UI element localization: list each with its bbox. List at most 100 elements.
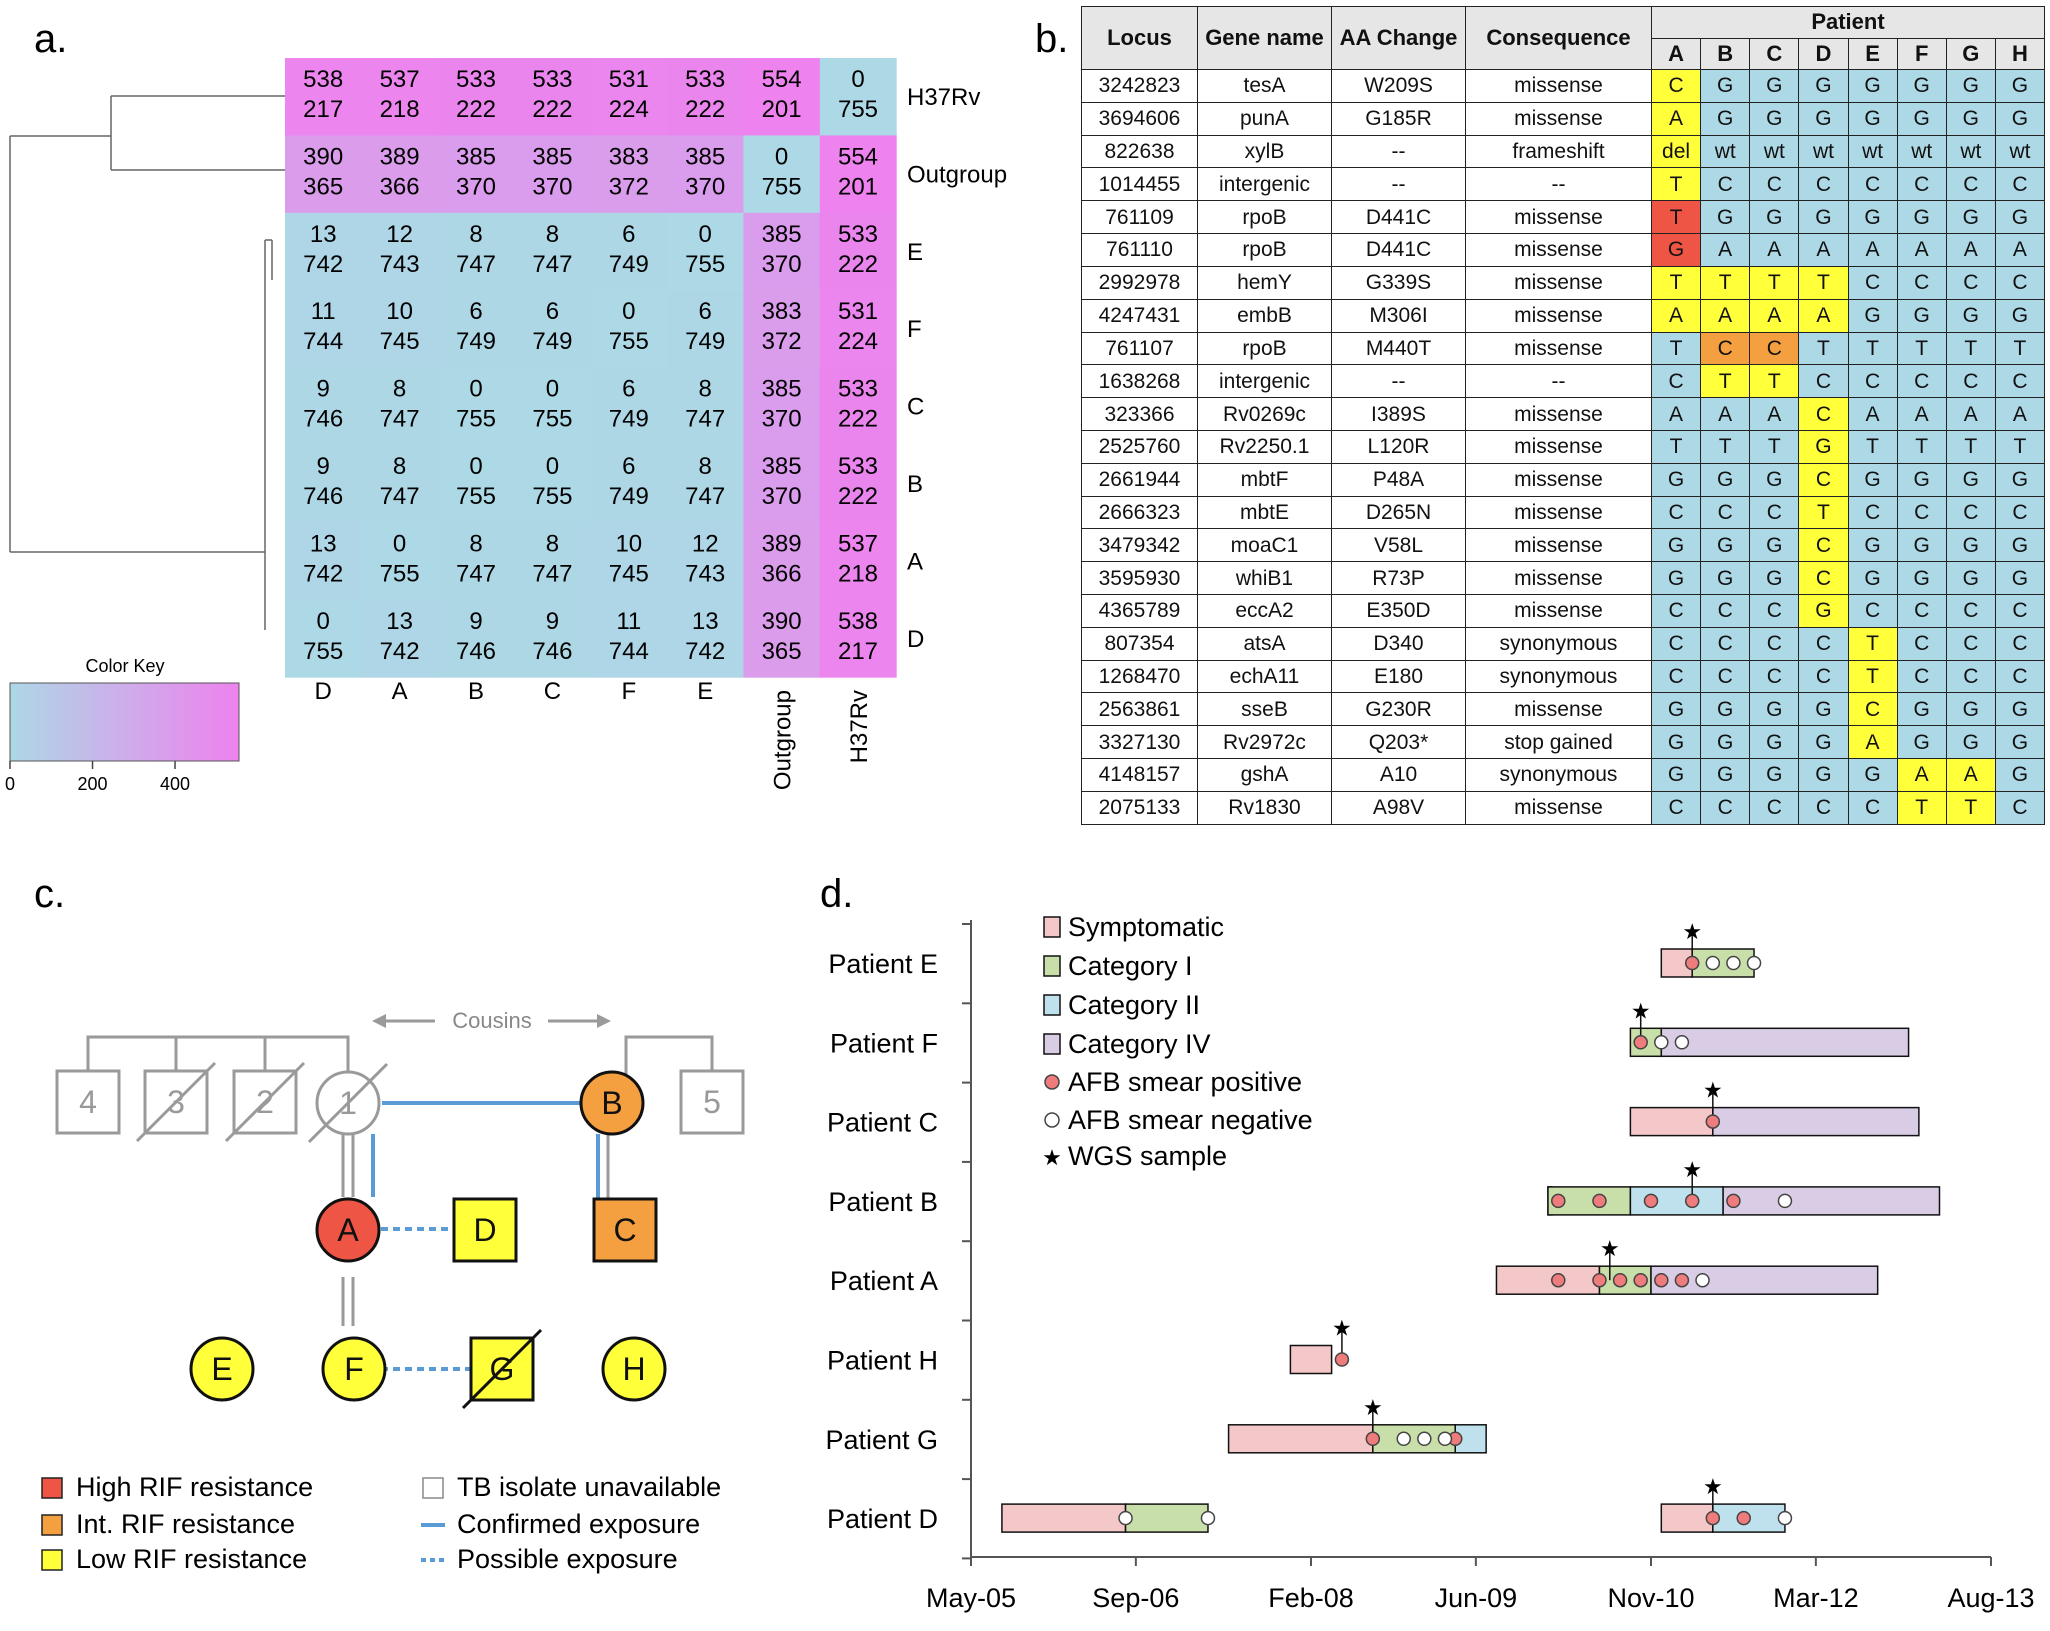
genotype-cell: C [1896, 626, 1947, 661]
genotype-cell: C [1749, 659, 1800, 694]
genotype-cell: C [1994, 364, 2046, 399]
heatmap-cell [285, 522, 362, 601]
consequence-cell: missense [1465, 561, 1652, 595]
afb-positive-point [1365, 1431, 1381, 1447]
gene-cell: rpoB [1197, 200, 1332, 235]
genotype-cell: A [1749, 397, 1800, 431]
heatmap-value: 6 [622, 221, 635, 248]
genotype-cell: A [1650, 397, 1702, 431]
wgs-marker: ★ [1631, 998, 1651, 1023]
consequence-cell: missense [1465, 790, 1652, 826]
genotype-cell: G [1749, 692, 1800, 727]
snp-table-body: 3242823 tesA W209S missense C G G G G G G G 3694606 p… [1081, 69, 2046, 826]
genotype-cell: C [1700, 167, 1751, 202]
genotype-cell: T [1945, 331, 1996, 366]
afb-positive-point [1705, 1114, 1721, 1129]
afb-negative-point [1396, 1431, 1411, 1447]
locus-cell: 3479342 [1081, 528, 1198, 563]
heatmap-value: 385 [685, 143, 725, 170]
heatmap-cell [667, 522, 744, 601]
heatmap-value: 747 [456, 560, 496, 587]
heatmap-cell [819, 599, 897, 678]
genotype-cell: C [1847, 495, 1898, 530]
svg-text:F: F [344, 1351, 364, 1387]
heatmap-value: 554 [762, 66, 802, 93]
consequence-cell: missense [1465, 200, 1652, 235]
locus-cell: 3694606 [1081, 101, 1198, 136]
genotype-cell: C [1650, 364, 1702, 399]
genotype-cell: T [1650, 429, 1702, 464]
genotype-cell: G [1994, 200, 2046, 235]
gene-cell: Rv0269c [1197, 397, 1332, 431]
genotype-cell: A [1847, 397, 1898, 431]
heatmap-cell [361, 522, 439, 601]
genotype-cell: T [1994, 331, 2046, 366]
heatmap-value: 533 [532, 66, 572, 93]
genotype-cell: C [1896, 594, 1947, 628]
genotype-cell: G [1650, 462, 1702, 497]
table-row: 4247431 embB M306I missense A A A A G G G G [1081, 298, 2046, 333]
genotype-cell: G [1749, 758, 1800, 792]
heatmap-value: 8 [469, 530, 482, 557]
afb-positive-point [1674, 1272, 1690, 1288]
heatmap-value: 0 [546, 376, 559, 403]
gene-cell: eccA2 [1197, 594, 1332, 628]
genotype-cell: T [1847, 626, 1898, 661]
heatmap-cell [590, 58, 668, 136]
genotype-cell: G [1700, 528, 1751, 563]
patient-label: Patient F [830, 1028, 938, 1058]
genotype-cell: C [1650, 495, 1702, 530]
timeline-segment-symptomatic [1629, 1106, 1714, 1137]
panel-a-label: a. [34, 17, 67, 61]
heatmap-cell [667, 599, 744, 678]
heatmap-value: 0 [393, 530, 406, 557]
svg-text:Category II: Category II [1068, 990, 1200, 1020]
timeline-legend-symptomatic: Symptomatic [1043, 912, 1224, 942]
heatmap-value: 742 [685, 638, 725, 665]
heatmap-cell [361, 367, 439, 446]
genotype-cell: wt [1798, 134, 1849, 169]
locus-cell: 3242823 [1081, 69, 1198, 103]
genotype-cell: G [1650, 758, 1702, 792]
genotype-cell: C [1700, 659, 1751, 694]
heatmap-row-label: F [907, 316, 922, 343]
afb-positive-point [1633, 1272, 1648, 1288]
gene-cell: rpoB [1197, 233, 1332, 267]
heatmap-value: 745 [380, 328, 420, 355]
heatmap-value: 755 [456, 483, 496, 510]
genotype-cell: G [1994, 298, 2046, 333]
heatmap-value: 383 [609, 143, 649, 170]
genotype-cell: G [1896, 725, 1947, 760]
locus-cell: 761110 [1081, 233, 1198, 267]
afb-negative-point [1705, 955, 1721, 971]
heatmap-cell [285, 599, 362, 678]
heatmap-cell [819, 58, 897, 136]
genotype-cell: G [1945, 528, 1996, 563]
genotype-cell: G [1749, 200, 1800, 235]
afb-positive-point [1633, 1035, 1648, 1050]
genotype-cell: C [1994, 265, 2046, 300]
genotype-cell: G [1650, 561, 1702, 595]
heatmap-value: 385 [762, 453, 802, 480]
svg-text:Confirmed exposure: Confirmed exposure [457, 1509, 700, 1539]
timeline-legend-cat2: Category II [1043, 990, 1200, 1020]
genotype-cell: C [1798, 528, 1849, 563]
heatmap-value: 218 [380, 96, 420, 123]
consequence-cell: missense [1465, 462, 1652, 497]
aa-change-cell: L120R [1331, 429, 1466, 464]
consequence-cell: synonymous [1465, 626, 1652, 661]
heatmap-cell [437, 522, 515, 601]
locus-header: Locus [1081, 6, 1198, 70]
family-lines [86, 1035, 714, 1326]
table-row: 4365789 eccA2 E350D missense C C C G C C C C [1081, 594, 2046, 628]
heatmap-value: 6 [699, 298, 712, 325]
table-row: 2525760 Rv2250.1 L120R missense T T T G T T T T [1081, 429, 2046, 464]
gene-cell: echA11 [1197, 659, 1332, 694]
genotype-cell: G [1749, 462, 1800, 497]
heatmap-value: 201 [762, 96, 802, 123]
heatmap-value: 9 [469, 608, 482, 635]
heatmap-value: 755 [762, 173, 802, 200]
genotype-cell: G [1798, 758, 1849, 792]
gene-cell: atsA [1197, 626, 1332, 661]
heatmap-value: 0 [775, 143, 788, 170]
